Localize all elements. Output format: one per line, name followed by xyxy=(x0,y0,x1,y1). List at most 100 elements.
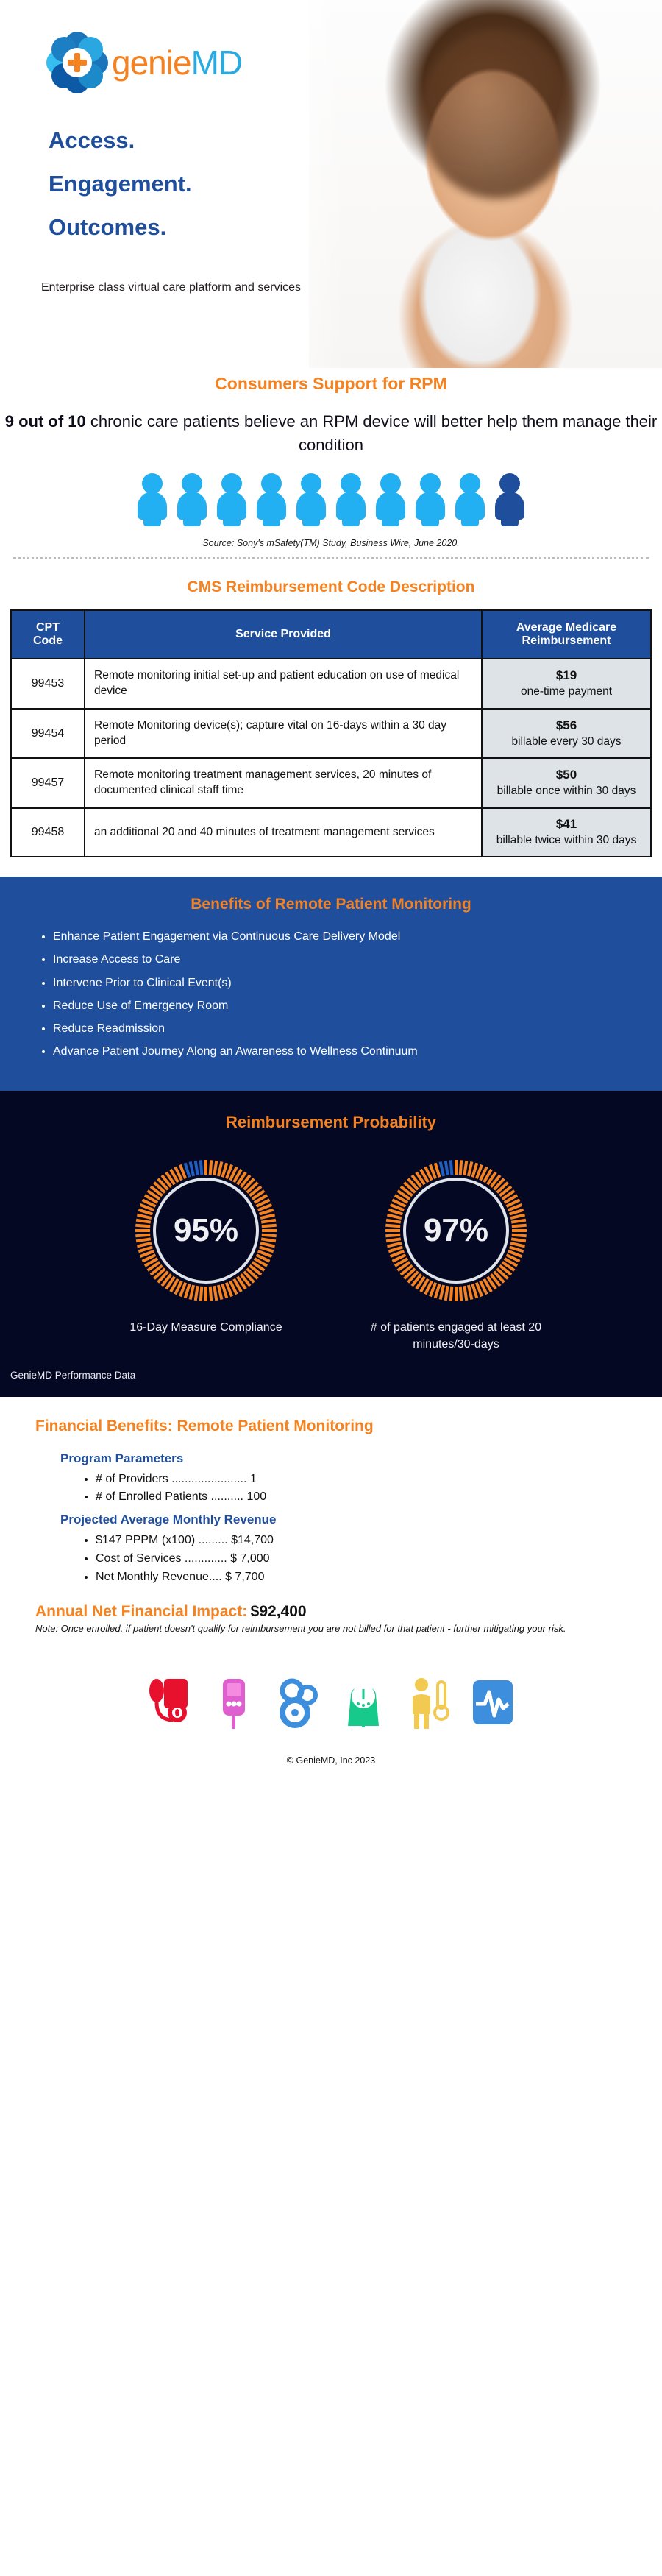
program-parameters-title: Program Parameters xyxy=(60,1451,184,1465)
financial-line-item: # of Providers ....................... 1 xyxy=(96,1471,647,1489)
cell-reimbursement: $19 one-time payment xyxy=(481,657,652,710)
person-icon xyxy=(136,473,168,526)
person-icon xyxy=(295,473,327,526)
column-header-cpt-code: CPT Code xyxy=(10,609,85,659)
reimbursement-frequency: billable once within 30 days xyxy=(496,785,636,798)
reimbursement-probability-title: Reimbursement Probability xyxy=(225,1113,437,1132)
gauge-chart-group: 95% 16-Day Measure Compliance 97% # of pat… xyxy=(0,1157,662,1353)
financial-benefits-section: Financial Benefits: Remote Patient Monit… xyxy=(0,1396,662,1766)
reimbursement-probability-section: Reimbursement Probability 95% 16-Day Meas… xyxy=(0,1091,662,1397)
cell-service-provided: an additional 20 and 40 minutes of treat… xyxy=(84,807,483,858)
person-icon xyxy=(255,473,288,526)
person-icon xyxy=(216,473,248,526)
gauge-chart: 95% 16-Day Measure Compliance xyxy=(114,1157,298,1353)
hero-headlines: Access. Engagement. Outcomes. xyxy=(49,129,192,259)
cell-service-provided: Remote monitoring treatment management s… xyxy=(84,757,483,810)
gauge-label: # of patients engaged at least 20 minute… xyxy=(370,1321,542,1351)
annual-impact-row: Annual Net Financial Impact: $92,400 xyxy=(15,1603,647,1621)
hero-photo xyxy=(309,0,662,368)
benefits-title: Benefits of Remote Patient Monitoring xyxy=(191,896,471,913)
benefit-item: Intervene Prior to Clinical Event(s) xyxy=(53,974,640,991)
device-icons-row xyxy=(15,1674,647,1730)
copyright-text: © GenieMD, Inc 2023 xyxy=(286,1755,376,1766)
benefits-list: Enhance Patient Engagement via Continuou… xyxy=(53,928,640,1060)
hero-headline-engagement: Engagement. xyxy=(49,171,192,197)
amt-label-line2: Reimbursement xyxy=(522,634,611,647)
benefit-item: Reduce Readmission xyxy=(53,1020,640,1037)
gauge-value: 95% xyxy=(173,1212,239,1249)
performance-data-note: GenieMD Performance Data xyxy=(10,1369,136,1381)
brand-name-md: MD xyxy=(191,43,243,82)
cell-reimbursement: $41 billable twice within 30 days xyxy=(481,807,652,858)
projected-revenue-title: Projected Average Monthly Revenue xyxy=(60,1512,277,1527)
financial-line-item: Cost of Services ............. $ 7,000 xyxy=(96,1550,647,1568)
financial-line-item: $147 PPPM (x100) ......... $14,700 xyxy=(96,1532,647,1550)
financial-line-item: Net Monthly Revenue.... $ 7,700 xyxy=(96,1568,647,1587)
financial-note: Note: Once enrolled, if patient doesn't … xyxy=(35,1622,566,1634)
consumer-source-note: Source: Sony's mSafety(TM) Study, Busine… xyxy=(202,537,460,548)
cell-service-provided: Remote Monitoring device(s); capture vit… xyxy=(84,707,483,760)
program-parameters-list: # of Providers ....................... 1… xyxy=(96,1471,647,1507)
person-icon xyxy=(494,473,526,526)
person-icon xyxy=(176,473,208,526)
consumer-stat-rest: chronic care patients believe an RPM dev… xyxy=(85,412,658,454)
amt-label-line1: Average Medicare xyxy=(516,620,617,634)
hero-headline-access: Access. xyxy=(49,127,135,153)
benefit-item: Enhance Patient Engagement via Continuou… xyxy=(53,928,640,945)
table-row: 99453 Remote monitoring initial set-up an… xyxy=(10,657,652,710)
benefits-section: Benefits of Remote Patient Monitoring En… xyxy=(0,877,662,1091)
reimbursement-frequency: one-time payment xyxy=(520,684,613,698)
brand-logo[interactable]: genieMD xyxy=(46,31,243,94)
table-row: 99458 an additional 20 and 40 minutes of … xyxy=(10,807,652,858)
gauge-value: 97% xyxy=(423,1212,489,1249)
cms-table-section: CMS Reimbursement Code Description CPT C… xyxy=(0,578,662,858)
reimbursement-amount: $50 xyxy=(555,768,577,782)
cell-cpt-code: 99453 xyxy=(10,657,85,710)
financial-line-item: # of Enrolled Patients .......... 100 xyxy=(96,1488,647,1507)
cpt-label-line2: Code xyxy=(33,634,63,647)
cpt-label-line1: CPT xyxy=(36,620,60,634)
ecg-heartbeat-icon xyxy=(470,1674,516,1730)
table-row: 99457 Remote monitoring treatment managem… xyxy=(10,757,652,810)
person-icon xyxy=(374,473,407,526)
cell-cpt-code: 99457 xyxy=(10,757,85,810)
benefit-item: Reduce Use of Emergency Room xyxy=(53,997,640,1014)
cell-service-provided: Remote monitoring initial set-up and pat… xyxy=(84,657,483,710)
reimbursement-frequency: billable twice within 30 days xyxy=(496,834,637,847)
table-header-row: CPT Code Service Provided Average Medica… xyxy=(10,609,652,659)
table-row: 99454 Remote Monitoring device(s); captur… xyxy=(10,707,652,760)
hero-section: genieMD Access. Engagement. Outcomes. En… xyxy=(0,0,662,368)
person-icon xyxy=(335,473,367,526)
gauge-chart: 97% # of patients engaged at least 20 min… xyxy=(364,1157,548,1353)
gauge-dial: 95% xyxy=(132,1157,280,1304)
column-header-service-provided: Service Provided xyxy=(84,609,483,659)
person-icon xyxy=(414,473,446,526)
financial-benefits-title: Financial Benefits: Remote Patient Monit… xyxy=(35,1417,374,1434)
reimbursement-amount: $41 xyxy=(555,817,577,832)
cms-table-title: CMS Reimbursement Code Description xyxy=(187,578,475,595)
consumer-stat: 9 out of 10 chronic care patients believ… xyxy=(0,410,662,457)
glucose-meter-icon xyxy=(211,1674,257,1730)
benefit-item: Increase Access to Care xyxy=(53,951,640,968)
hero-photo-fade xyxy=(257,0,346,368)
reimbursement-amount: $56 xyxy=(555,718,577,732)
consumer-support-title: Consumers Support for RPM xyxy=(215,374,447,393)
cell-reimbursement: $50 billable once within 30 days xyxy=(481,757,652,810)
section-divider xyxy=(13,556,649,559)
hero-tagline: Enterprise class virtual care platform a… xyxy=(41,281,302,294)
brand-wordmark: genieMD xyxy=(112,43,243,82)
cms-reimbursement-table: CPT Code Service Provided Average Medica… xyxy=(10,609,652,858)
people-pictogram xyxy=(0,473,662,526)
projected-revenue-list: $147 PPPM (x100) ......... $14,700Cost o… xyxy=(96,1532,647,1586)
reimbursement-amount: $19 xyxy=(555,668,577,682)
cell-cpt-code: 99454 xyxy=(10,707,85,760)
annual-impact-label: Annual Net Financial Impact: xyxy=(35,1602,248,1620)
reimbursement-frequency: billable every 30 days xyxy=(511,735,622,748)
cell-cpt-code: 99458 xyxy=(10,807,85,858)
benefit-item: Advance Patient Journey Along an Awarene… xyxy=(53,1043,640,1060)
column-header-average-medicare-reimbursement: Average Medicare Reimbursement xyxy=(481,609,652,659)
annual-impact-value: $92,400 xyxy=(250,1602,307,1620)
gauge-dial: 97% xyxy=(382,1157,530,1304)
consumer-stat-bold: 9 out of 10 xyxy=(4,412,86,431)
gauge-label: 16-Day Measure Compliance xyxy=(129,1321,282,1334)
